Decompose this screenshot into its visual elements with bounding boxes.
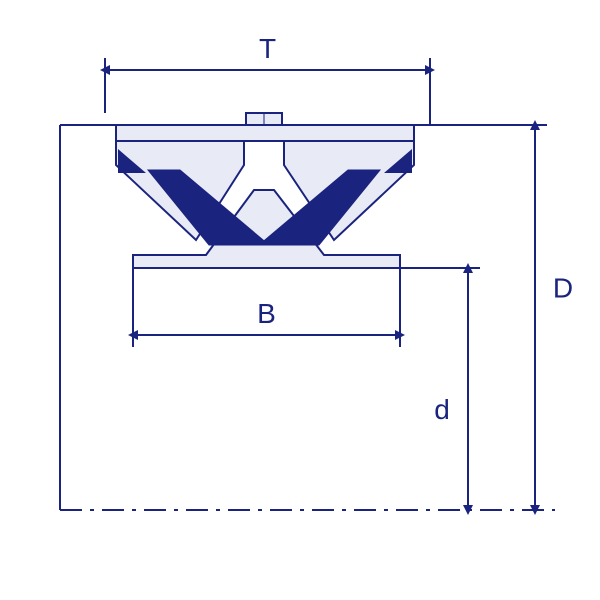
T-label: T [259,33,276,64]
B-label: B [257,298,276,329]
d-label: d [434,394,450,425]
D-label: D [553,273,573,304]
bearing-cross-section-diagram: T B Dd [0,0,600,600]
